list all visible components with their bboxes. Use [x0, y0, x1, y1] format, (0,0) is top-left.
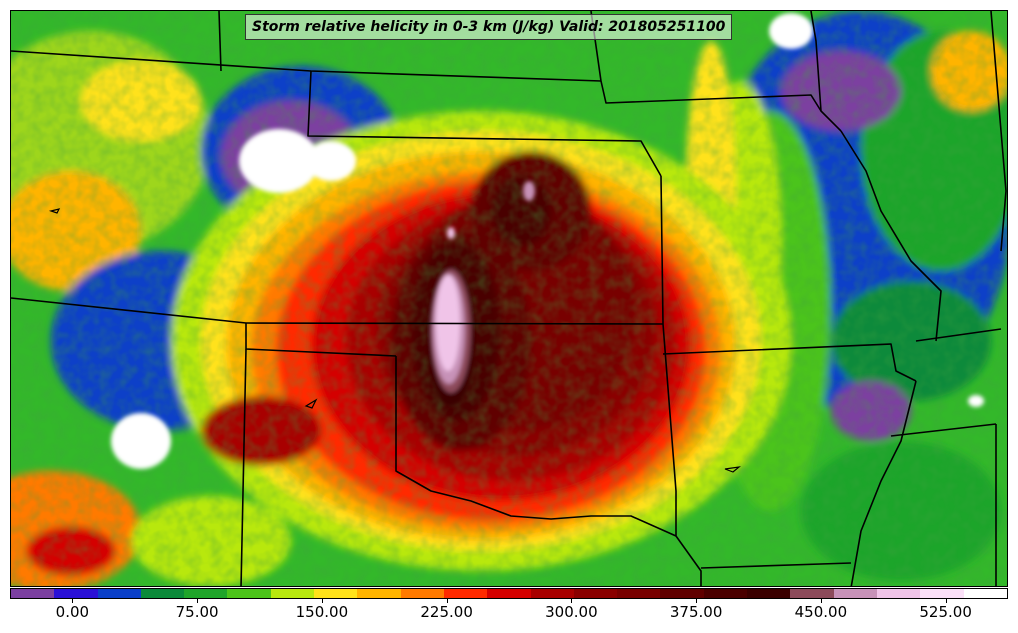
- colorbar-swatch: [54, 589, 98, 598]
- colorbar-swatch: [487, 589, 531, 598]
- colorbar-swatch: [270, 589, 315, 598]
- colorbar-swatch: [443, 589, 488, 598]
- colorbar-tick-label: 375.00: [669, 603, 723, 621]
- colorbar-swatch: [140, 589, 185, 598]
- colorbar-tick-label: 300.00: [545, 603, 598, 621]
- colorbar-swatch: [747, 589, 791, 598]
- colorbar-tick-mark: [571, 599, 573, 603]
- colorbar-swatch: [963, 589, 1007, 598]
- colorbar-tick-mark: [820, 599, 822, 603]
- colorbar-tick-mark: [72, 599, 74, 603]
- colorbar-swatch: [400, 589, 444, 598]
- colorbar-swatch: [617, 589, 661, 598]
- colorbar-tick-label: 450.00: [794, 603, 848, 621]
- helicity-field: [11, 11, 1007, 586]
- colorbar-swatch: [97, 589, 141, 598]
- colorbar-tick-mark: [197, 599, 199, 603]
- colorbar-tick-mark: [321, 599, 323, 603]
- colorbar-swatch: [833, 589, 877, 598]
- colorbar-swatch: [314, 589, 358, 598]
- colorbar-swatch: [227, 589, 271, 598]
- colorbar-tick-label: 150.00: [295, 603, 349, 621]
- colorbar-tick-label: 225.00: [420, 603, 473, 621]
- colorbar-tick-label: 525.00: [919, 603, 972, 621]
- colorbar-swatch: [11, 589, 55, 598]
- colorbar-tick-mark: [945, 599, 947, 603]
- helicity-map: [10, 10, 1008, 587]
- colorbar-swatch: [920, 589, 964, 598]
- map-title: Storm relative helicity in 0-3 km (J/kg)…: [245, 14, 733, 40]
- colorbar-swatch: [573, 589, 618, 598]
- colorbar: [10, 588, 1008, 599]
- state-boundaries: [11, 11, 1007, 586]
- colorbar-tick-mark: [696, 599, 698, 603]
- colorbar-tick-mark: [446, 599, 448, 603]
- colorbar-swatch: [790, 589, 834, 598]
- colorbar-swatch: [660, 589, 704, 598]
- colorbar-swatch: [184, 589, 228, 598]
- colorbar-swatch: [876, 589, 921, 598]
- colorbar-swatch: [357, 589, 401, 598]
- colorbar-swatch: [530, 589, 574, 598]
- colorbar-swatch: [703, 589, 748, 598]
- colorbar-tick-label: 0.00: [55, 603, 90, 621]
- colorbar-tick-label: 75.00: [175, 603, 219, 621]
